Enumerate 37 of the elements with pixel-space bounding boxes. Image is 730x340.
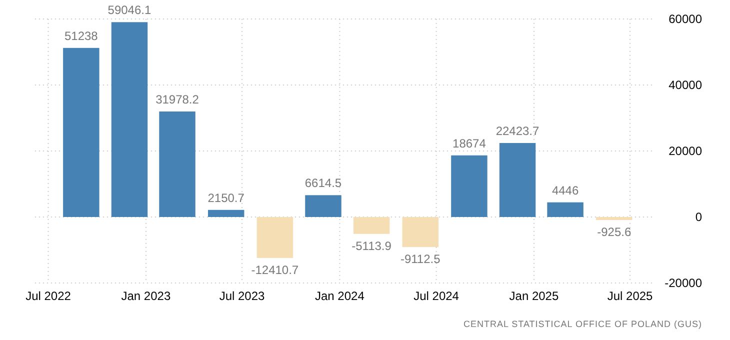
data-label: 31978.2	[156, 92, 200, 106]
x-tick-label: Jul 2024	[414, 289, 460, 303]
y-tick-label: 60000	[668, 12, 702, 26]
x-tick-label: Jul 2022	[26, 289, 72, 303]
data-label: 6614.5	[304, 176, 342, 190]
data-label: -925.6	[597, 225, 632, 240]
bar	[256, 217, 294, 258]
bar	[596, 217, 632, 220]
bar	[451, 155, 488, 217]
data-label: 4446	[552, 183, 579, 198]
bar	[305, 195, 342, 217]
y-tick-label: -20000	[664, 276, 702, 290]
data-label: 59046.1	[108, 3, 152, 18]
bar	[63, 48, 100, 217]
x-tick-label: Jul 2023	[219, 289, 266, 303]
bar	[547, 202, 584, 217]
y-tick-label: 0	[695, 210, 702, 224]
data-label: -12410.7	[251, 262, 299, 277]
bar	[499, 143, 536, 217]
x-tick-label: Jan 2025	[509, 289, 559, 303]
y-tick-label: 40000	[668, 78, 702, 92]
bar	[159, 111, 196, 217]
bar	[353, 217, 390, 234]
data-label: 18674	[452, 136, 486, 150]
x-tick-label: Jan 2024	[314, 289, 365, 303]
data-label: -5113.9	[352, 238, 392, 253]
bar	[208, 210, 244, 217]
y-tick-label: 20000	[668, 144, 702, 158]
bar	[402, 217, 438, 248]
data-label: 2150.7	[208, 190, 245, 205]
data-label: 51238	[64, 28, 98, 43]
text: CENTRAL STATISTICAL OFFICE OF POLAND (GUS)	[463, 319, 702, 329]
bar	[111, 22, 148, 217]
x-tick-label: Jul 2025	[607, 289, 654, 303]
data-label: 22423.7	[496, 124, 540, 138]
x-tick-label: Jan 2023	[121, 289, 171, 303]
data-label: -9112.5	[400, 252, 441, 266]
